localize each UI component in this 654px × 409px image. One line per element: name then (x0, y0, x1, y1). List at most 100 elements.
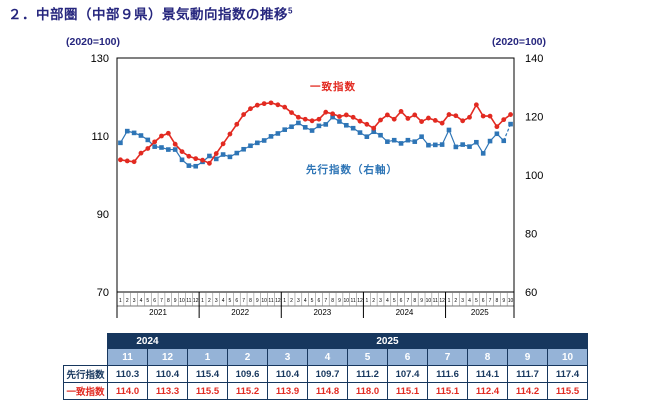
table-row-label: 先行指数 (63, 365, 108, 383)
x-axis-month-label: 12 (439, 298, 445, 304)
table-row: 一致指数 114.0 113.3 115.5 115.2 113.9 114.8 118.0 1… (63, 382, 588, 400)
leading-index-marker (261, 138, 267, 143)
table-value-cell: 113.9 (267, 382, 308, 400)
coincident-index-marker (261, 101, 267, 107)
x-axis-month-label: 5 (229, 298, 232, 304)
leading-index-marker (124, 128, 130, 134)
leading-index-marker (193, 163, 199, 169)
coincident-index-marker (275, 102, 281, 108)
x-axis-month-label: 4 (222, 298, 225, 304)
table-month-header: 10 (547, 348, 588, 366)
x-axis-month-label: 8 (167, 298, 170, 304)
right-axis-tick-label: 140 (525, 53, 543, 65)
table-value-cell: 115.1 (387, 382, 428, 400)
coincident-index-marker (186, 153, 192, 159)
leading-index-marker (364, 134, 370, 139)
x-axis-month-label: 1 (119, 298, 122, 304)
coincident-index-marker (405, 116, 411, 121)
leading-index-marker (350, 125, 356, 131)
x-axis-month-label: 1 (448, 298, 451, 304)
leading-index-marker (159, 145, 164, 150)
leading-index-marker (419, 134, 424, 139)
table-value-cell: 109.6 (227, 365, 268, 383)
x-axis-month-label: 7 (242, 298, 245, 304)
coincident-index-marker (302, 116, 308, 122)
x-axis-month-label: 2 (290, 298, 293, 304)
coincident-index-marker (398, 109, 404, 114)
leading-index-marker (186, 163, 192, 168)
leading-index-marker (166, 147, 171, 152)
coincident-index-marker (295, 114, 301, 120)
plot-frame (116, 57, 515, 293)
x-axis-month-label: 10 (179, 298, 185, 304)
x-axis-month-label: 5 (475, 298, 478, 304)
coincident-index-marker (268, 100, 274, 106)
x-axis-month-label: 3 (297, 298, 300, 304)
leading-index-marker (439, 142, 445, 147)
coincident-index-marker (378, 117, 383, 123)
x-axis-month-label: 1 (201, 298, 204, 304)
leading-index-marker (213, 156, 219, 162)
x-axis-month-label: 6 (400, 298, 403, 304)
table-row-label: 一致指数 (63, 382, 108, 400)
leading-index-marker (220, 152, 226, 157)
table-month-header: 4 (307, 348, 348, 366)
x-axis-month-label: 9 (174, 298, 177, 304)
coincident-index-marker (467, 114, 472, 120)
series-line-coincident (120, 102, 512, 165)
table-value-cell: 118.0 (347, 382, 388, 400)
table-value-cell: 115.2 (227, 382, 268, 400)
coincident-index-marker (152, 139, 158, 145)
coincident-index-marker (172, 141, 178, 147)
x-axis-month-label: 8 (331, 298, 334, 304)
table-value-cell: 115.5 (547, 382, 588, 400)
x-axis-month-label: 7 (160, 298, 163, 304)
leading-index-marker (302, 125, 308, 130)
table-value-cell: 114.2 (507, 382, 548, 400)
coincident-index-marker (213, 151, 219, 156)
leading-index-marker (309, 128, 315, 133)
leading-index-marker (480, 151, 486, 156)
leading-index-marker (487, 138, 493, 144)
x-axis-month-label: 3 (461, 298, 464, 304)
table-corner-blank (64, 349, 108, 366)
leading-index-marker (405, 137, 411, 143)
leading-index-marker (255, 140, 260, 146)
table-row: 先行指数 110.3 110.4 115.4 109.6 110.4 109.7 111.2 1… (63, 365, 588, 383)
series-line-last-segment-dashed (503, 123, 512, 142)
coincident-index-marker (159, 133, 164, 139)
leading-index-marker (138, 133, 144, 138)
x-axis-year-label: 2022 (231, 308, 249, 317)
right-axis-tick-label: 100 (525, 170, 543, 182)
x-axis-month-label: 4 (468, 298, 471, 304)
x-axis-month-label: 10 (508, 298, 514, 304)
leading-index-marker (296, 120, 301, 126)
coincident-index-marker (364, 121, 370, 127)
coincident-index-marker (323, 109, 329, 115)
x-axis-month-label: 4 (304, 298, 307, 304)
coincident-index-marker (487, 113, 493, 119)
x-axis-month-label: 5 (311, 298, 314, 304)
table-year-header: 2025 (187, 333, 588, 349)
left-axis-tick-label: 70 (97, 287, 109, 299)
x-axis-month-label: 7 (324, 298, 327, 304)
table-value-cell: 112.4 (467, 382, 508, 400)
table-corner-blank (64, 334, 108, 349)
x-axis-month-label: 6 (153, 298, 156, 304)
table-month-header: 12 (147, 348, 188, 366)
leading-index-marker (426, 142, 431, 148)
coincident-index-marker (289, 110, 294, 115)
monthly-index-table-container: 2024 2025 11 12 1 2 3 4 5 6 7 8 9 10 先行指数 110.3 110.4 115… (63, 333, 588, 400)
x-axis-month-label: 6 (482, 298, 485, 304)
leading-index-marker (282, 127, 287, 132)
table-value-cell: 117.4 (547, 365, 588, 383)
x-axis-month-label: 3 (133, 298, 136, 304)
x-axis-month-label: 11 (351, 298, 356, 304)
table-value-cell: 115.1 (427, 382, 468, 400)
coincident-index-marker (432, 118, 438, 123)
x-axis-month-label: 9 (256, 298, 259, 304)
coincident-index-marker (453, 113, 459, 119)
leading-index-marker (337, 119, 342, 124)
leading-index-marker (241, 146, 246, 152)
coincident-index-marker (371, 125, 377, 131)
